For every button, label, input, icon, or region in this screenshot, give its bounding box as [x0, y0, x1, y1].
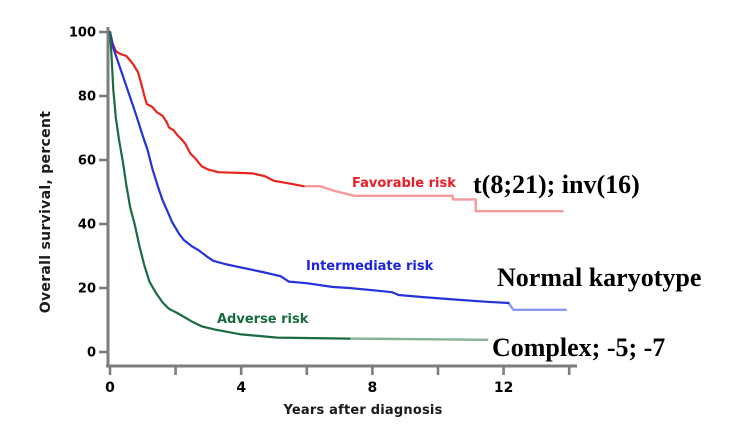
y-tick-label: 60	[78, 154, 96, 169]
y-tick-label: 40	[78, 218, 96, 233]
x-axis-title: Years after diagnosis	[282, 403, 442, 418]
favorable-risk-curve	[108, 30, 564, 213]
intermediate-annotation: Normal karyotype	[497, 263, 701, 292]
x-tick-label: 12	[494, 380, 513, 396]
intermediate-risk-curve	[108, 30, 568, 311]
y-axis-title: Overall survival, percent	[38, 111, 54, 313]
x-tick-label: 8	[368, 380, 378, 396]
intermediate-risk-curve-line	[108, 30, 510, 305]
adverse-risk-curve-line	[108, 30, 351, 340]
y-tick-label: 80	[78, 90, 96, 105]
intermediate-risk-label: Intermediate risk	[306, 259, 434, 274]
y-tick-label: 20	[78, 282, 96, 297]
y-axis: 0 20 40 60 80 100	[69, 26, 110, 367]
favorable-annotation: t(8;21); inv(16)	[473, 170, 640, 199]
x-tick-label: 0	[105, 380, 115, 396]
favorable-risk-curve-tail	[302, 184, 564, 213]
favorable-risk-curve-line	[108, 30, 305, 188]
favorable-risk-label: Favorable risk	[352, 176, 456, 191]
adverse-risk-curve-tail	[348, 337, 489, 341]
x-axis: 0 4 8 12	[105, 364, 577, 396]
adverse-annotation: Complex; -5; -7	[492, 333, 665, 362]
y-tick-label: 100	[69, 26, 96, 41]
adverse-risk-curve	[108, 30, 489, 341]
y-tick-label: 0	[87, 346, 96, 361]
survival-curves	[108, 30, 568, 341]
intermediate-risk-curve-tail	[507, 301, 568, 311]
x-tick-label: 4	[236, 380, 246, 396]
adverse-risk-label: Adverse risk	[217, 312, 309, 327]
